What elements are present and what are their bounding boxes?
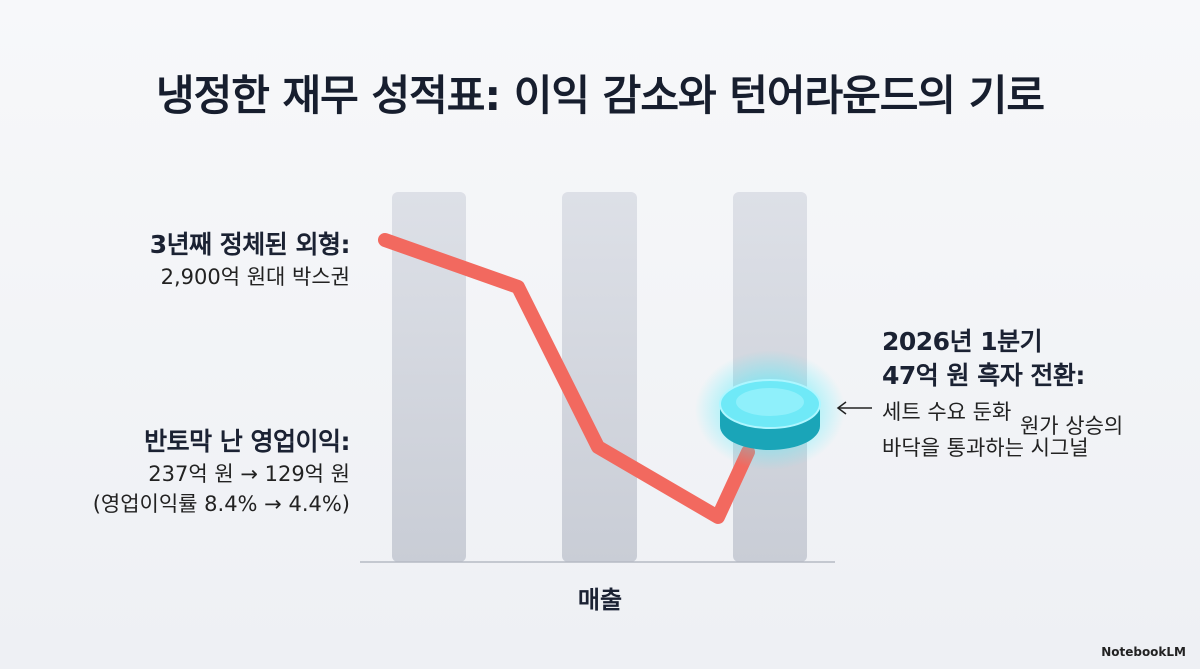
watermark: NotebookLM (1101, 645, 1186, 659)
note-heading: 2026년 1분기 (882, 327, 1043, 356)
note-text: 237억 원 → 129억 원 (148, 462, 350, 486)
note-text: (영업이익률 8.4% → 4.4%) (92, 492, 350, 516)
note: 3년째 정체된 외형: 2,900억 원대 박스권 (60, 228, 351, 292)
note-heading: 47억 원 흑자 전환: (882, 361, 1085, 390)
note: 반토막 난 영업이익: 237억 원 → 129억 원 (영업이익률 8.4% … (40, 425, 351, 519)
arrow-head (836, 401, 847, 415)
note-heading: 반토막 난 영업이익: (144, 427, 350, 456)
bar-shape (392, 192, 466, 562)
note-text-row: 세트 수요 둔화 원가 상승의 (882, 397, 1182, 438)
note-text: 바닥을 통과하는 시그널 (882, 436, 1089, 460)
title: 냉정한 재무 성적표: 이익 감소와 턴어라운드의 기로 (156, 71, 1045, 120)
note-text: 세트 수요 둔화 (882, 400, 1012, 424)
note-text: 2,900억 원대 박스권 (160, 265, 350, 289)
trend-line (378, 233, 755, 524)
note-heading: 3년째 정체된 외형: (149, 230, 351, 259)
note-text: 원가 상승의 (1019, 414, 1124, 438)
coin-face (736, 388, 804, 416)
note: 2026년 1분기 47억 원 흑자 전환: 세트 수요 둔화 원가 상승의 바… (882, 325, 1182, 463)
axis-label: 매출 (577, 586, 623, 614)
bar-shape (562, 192, 637, 562)
